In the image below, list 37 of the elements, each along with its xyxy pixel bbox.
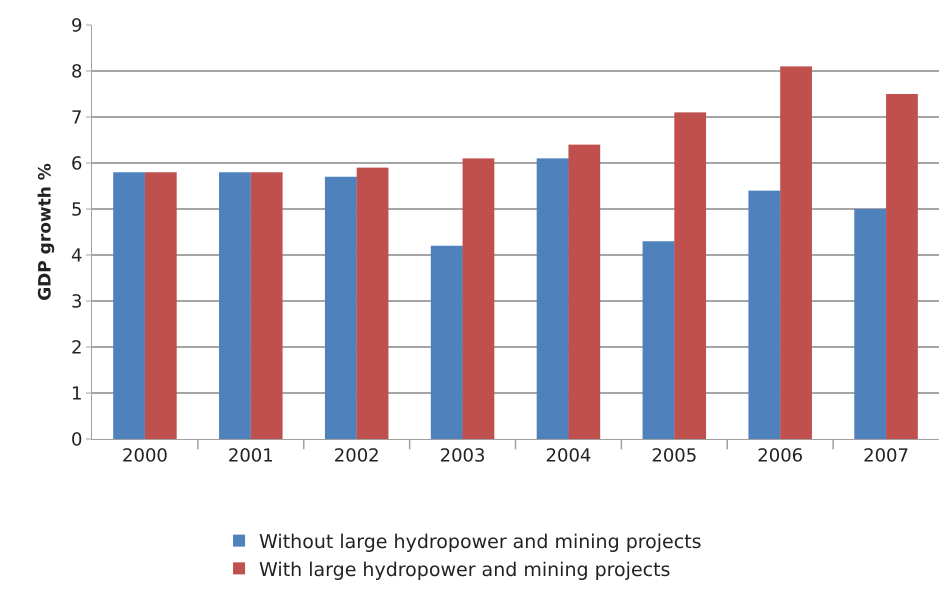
y-tick-label: 6: [70, 153, 82, 174]
y-tick-label: 2: [70, 337, 82, 358]
bar: [780, 66, 812, 439]
x-tick-label: 2005: [651, 446, 698, 467]
y-tick-label: 8: [70, 61, 82, 82]
bar: [144, 172, 177, 439]
bar: [886, 94, 918, 439]
y-tick-label: 0: [70, 429, 82, 450]
x-tick-label: 2001: [228, 446, 274, 467]
bar: [536, 158, 568, 439]
bar: [250, 172, 283, 439]
x-tick-label: 2003: [440, 446, 486, 467]
bar: [568, 144, 600, 439]
y-tick-label: 7: [70, 107, 82, 128]
y-tick-label: 4: [70, 245, 82, 266]
x-tick-label: 2006: [757, 446, 804, 467]
y-tick-label: 5: [70, 199, 82, 220]
bar: [324, 176, 357, 439]
bar: [748, 190, 780, 439]
legend-label: With large hydropower and mining projects: [259, 558, 670, 581]
bar: [674, 112, 706, 439]
legend-label: Without large hydropower and mining projects: [259, 531, 702, 554]
y-axis-title: GDP growth %: [35, 163, 56, 301]
y-tick-label: 9: [70, 15, 82, 36]
y-tick-label: 1: [70, 383, 82, 404]
bar: [113, 172, 145, 439]
x-tick-label: 2004: [546, 446, 592, 467]
x-tick-label: 2002: [334, 446, 380, 467]
y-tick-label: 3: [70, 291, 82, 312]
x-tick-label: 2007: [863, 446, 909, 467]
bar: [356, 168, 388, 439]
bar: [642, 241, 674, 439]
x-tick-label: 2000: [122, 446, 168, 467]
bar: [430, 246, 463, 439]
bar: [219, 172, 251, 439]
bar: [462, 158, 494, 439]
bar: [854, 209, 886, 439]
